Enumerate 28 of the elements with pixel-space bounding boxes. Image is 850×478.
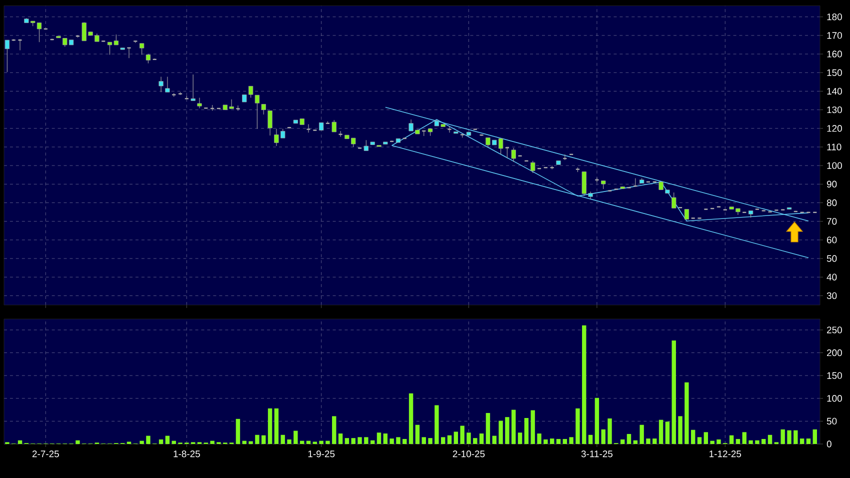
y-tick-label: 150 [827, 372, 842, 379]
x-tick-label: 2-10-25 [452, 450, 485, 458]
y-tick-label: 80 [826, 199, 837, 206]
x-tick-label: 1-12-25 [710, 450, 742, 458]
y-tick-label: 90 [826, 180, 837, 188]
y-tick-label: 100 [827, 395, 842, 402]
y-tick-label: 180 [827, 14, 842, 20]
y-tick-label: 120 [827, 125, 842, 132]
x-tick-label: 1-8-25 [174, 450, 200, 458]
y-tick-label: 40 [826, 274, 837, 280]
x-tick-label: 3-11-25 [581, 450, 613, 458]
y-tick-label: 60 [827, 236, 837, 244]
y-tick-label: 50 [826, 255, 837, 262]
x-tick-label: 1-9-25 [308, 450, 335, 458]
y-tick-label: 130 [827, 106, 842, 114]
y-tick-label: 250 [827, 326, 842, 334]
y-tick-label: 100 [827, 162, 842, 169]
y-tick-label: 140 [827, 88, 842, 95]
y-tick-label: 160 [827, 50, 842, 58]
y-tick-label: 170 [827, 32, 842, 39]
y-tick-label: 200 [827, 349, 842, 356]
y-tick-label: 110 [827, 144, 842, 150]
x-tick-label: 2-7-25 [32, 450, 59, 458]
y-tick-label: 70 [827, 218, 837, 225]
y-tick-label: 30 [826, 292, 837, 300]
y-tick-label: 150 [827, 69, 842, 76]
y-tick-label: 0 [826, 440, 832, 448]
y-tick-label: 50 [826, 418, 837, 425]
